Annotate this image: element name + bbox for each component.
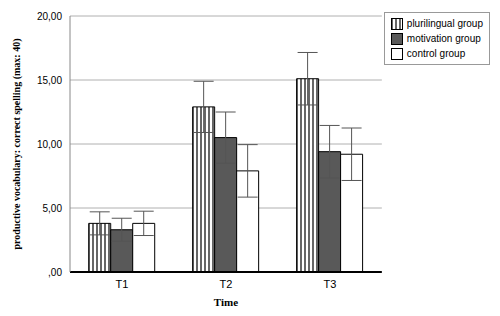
html-text:motivation group: motivation group bbox=[406, 33, 481, 44]
svg-text:10,00: 10,00 bbox=[37, 139, 62, 150]
svg-text:productive vocabulary: correct: productive vocabulary: correct spelling … bbox=[11, 39, 23, 250]
svg-text:15,00: 15,00 bbox=[37, 75, 62, 86]
svg-text:Time: Time bbox=[214, 296, 238, 308]
svg-text:5,00: 5,00 bbox=[43, 203, 63, 214]
svg-text:T1: T1 bbox=[116, 278, 129, 290]
html-text:plurilingual group: plurilingual group bbox=[406, 18, 483, 29]
svg-text:,00: ,00 bbox=[48, 267, 62, 278]
svg-text:20,00: 20,00 bbox=[37, 11, 62, 22]
svg-text:T3: T3 bbox=[323, 278, 336, 290]
html-text:control group: control group bbox=[406, 48, 466, 59]
svg-text:T2: T2 bbox=[219, 278, 232, 290]
